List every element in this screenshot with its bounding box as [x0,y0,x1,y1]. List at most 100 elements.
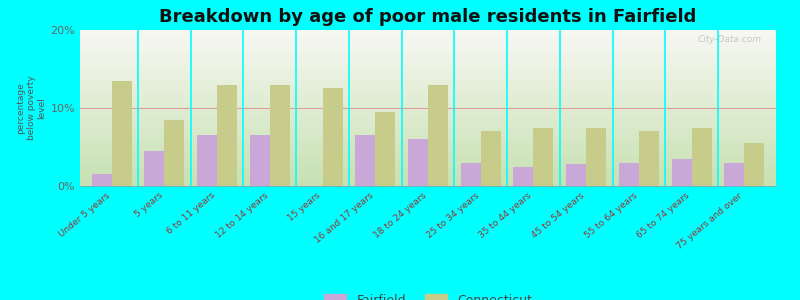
Bar [481,131,501,186]
Bar [80,56,776,58]
Bar [80,130,776,131]
Bar [80,121,776,122]
Bar [80,41,776,43]
Bar [80,116,776,117]
Bar [586,128,606,186]
Bar [80,83,776,85]
Bar [80,127,776,128]
Bar [80,131,776,133]
Bar [80,78,776,80]
Bar [112,81,132,186]
Bar [80,152,776,153]
Bar [80,52,776,53]
Bar [80,30,776,31]
Bar [80,167,776,169]
Bar [408,139,428,186]
Bar [80,177,776,178]
Bar [80,136,776,138]
Bar [80,170,776,172]
Bar [428,85,448,186]
Bar [619,163,639,186]
Bar [80,53,776,55]
Bar [80,32,776,33]
Bar [80,39,776,41]
Bar [80,122,776,124]
Bar [80,103,776,105]
Bar [217,85,237,186]
Bar [80,180,776,181]
Bar [375,112,395,186]
Bar [80,89,776,91]
Bar [80,43,776,44]
Bar [639,131,659,186]
Bar [80,139,776,141]
Bar [80,91,776,92]
Bar [80,166,776,167]
Bar [80,102,776,103]
Bar [80,113,776,114]
Bar [80,158,776,160]
Bar [80,46,776,47]
Bar [80,142,776,144]
Bar [80,58,776,60]
Bar [80,95,776,97]
Title: Breakdown by age of poor male residents in Fairfield: Breakdown by age of poor male residents … [159,8,697,26]
Bar [80,111,776,113]
Bar [80,172,776,173]
Bar [461,163,481,186]
Bar [80,161,776,163]
Bar [80,33,776,35]
Bar [80,150,776,152]
Bar [80,106,776,108]
Bar [80,114,776,116]
Legend: Fairfield, Connecticut: Fairfield, Connecticut [319,289,537,300]
Bar [80,160,776,161]
Bar [80,128,776,130]
Bar [534,128,554,186]
Bar [80,86,776,88]
Bar [80,148,776,150]
Bar [80,94,776,95]
Bar [744,143,765,186]
Bar [80,35,776,36]
Bar [80,178,776,180]
Bar [80,68,776,69]
Bar [80,77,776,78]
Bar [80,133,776,134]
Bar [80,181,776,183]
Bar [514,167,534,186]
Bar [80,138,776,139]
Bar [250,135,270,186]
Bar [80,82,776,83]
Bar [80,72,776,74]
Y-axis label: percentage
below poverty
level: percentage below poverty level [17,76,46,140]
Bar [92,174,112,186]
Bar [80,147,776,148]
Bar [80,38,776,39]
Bar [80,173,776,175]
Bar [80,105,776,106]
Bar [80,64,776,66]
Bar [80,50,776,52]
Bar [80,155,776,156]
Bar [80,60,776,61]
Bar [80,183,776,184]
Bar [80,156,776,158]
Bar [80,153,776,155]
Bar [80,44,776,46]
Bar [80,163,776,164]
Bar [80,49,776,50]
Bar [80,146,776,147]
Bar [80,47,776,49]
Bar [80,92,776,94]
Bar [80,119,776,121]
Bar [80,97,776,99]
Bar [144,151,164,186]
Bar [672,159,692,186]
Bar [80,184,776,186]
Bar [80,69,776,70]
Bar [80,99,776,100]
Bar [80,175,776,177]
Bar [80,61,776,63]
Bar [80,74,776,75]
